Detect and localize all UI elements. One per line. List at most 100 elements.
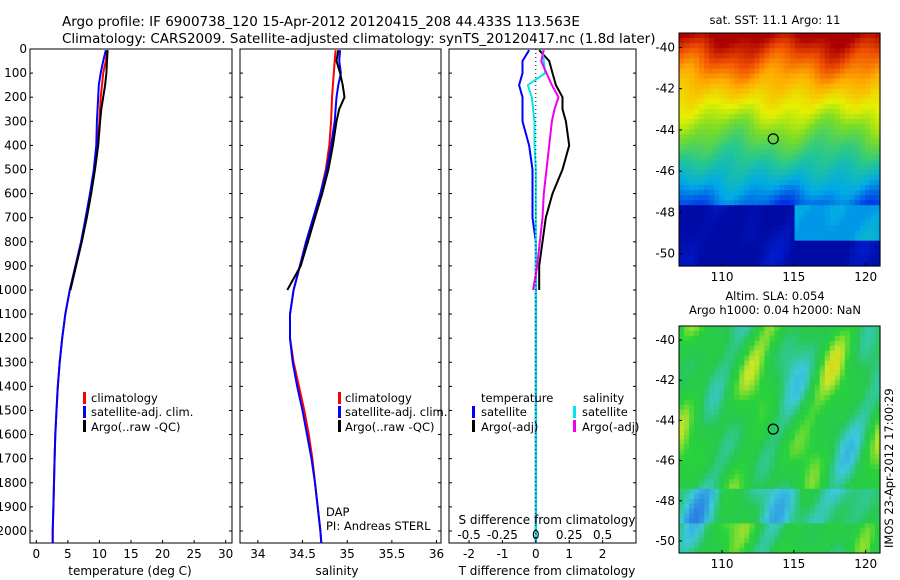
heatmap-cell [724, 414, 730, 421]
heatmap-cell [744, 474, 750, 480]
heatmap-cell [809, 119, 816, 125]
heatmap-cell [869, 404, 876, 411]
heatmap-cell [874, 184, 881, 191]
heatmap-cell [784, 439, 791, 446]
heatmap-cell [804, 493, 811, 500]
x-tick-label: 15 [123, 547, 138, 561]
salinity-legend: climatology satellite-adj. clim. Argo(..… [338, 391, 447, 434]
heatmap-cell [719, 395, 725, 401]
heatmap-cell [724, 330, 730, 337]
heatmap-cell [844, 195, 851, 201]
heatmap-cell [869, 169, 876, 176]
heatmap-cell [854, 108, 861, 115]
heatmap-cell [859, 68, 866, 75]
heatmap-cell [769, 68, 776, 75]
heatmap-cell [694, 424, 700, 431]
heatmap-cell [699, 124, 705, 130]
heatmap-cell [869, 513, 876, 520]
heatmap-cell [849, 108, 856, 115]
heatmap-cell [694, 154, 700, 161]
heatmap-cell [809, 419, 816, 426]
heatmap-cell [764, 200, 771, 206]
heatmap-cell [824, 260, 831, 267]
heatmap-cell [854, 365, 861, 372]
heatmap-cell [694, 129, 700, 135]
heatmap-cell [764, 220, 771, 227]
heatmap-cell [809, 83, 816, 90]
heatmap-cell [719, 464, 725, 470]
heatmap-cell [829, 370, 836, 376]
heatmap-cell [699, 235, 705, 242]
heatmap-cell [864, 235, 871, 242]
heatmap-cell [854, 220, 861, 227]
heatmap-cell [779, 459, 786, 465]
heatmap-cell [854, 154, 861, 161]
heatmap-cell [704, 250, 710, 257]
heatmap-cell [684, 225, 690, 232]
heatmap-cell [814, 195, 821, 201]
heatmap-cell [699, 518, 705, 524]
heatmap-cell [859, 483, 866, 490]
heatmap-cell [759, 424, 766, 431]
heatmap-cell [814, 395, 821, 401]
heatmap-cell [839, 154, 846, 161]
heatmap-cell [794, 493, 801, 500]
heatmap-cell [774, 184, 781, 191]
heatmap-cell [794, 169, 801, 176]
heatmap-cell [744, 548, 750, 554]
heatmap-cell [734, 144, 740, 151]
heatmap-cell [834, 129, 841, 135]
heatmap-cell [679, 164, 685, 171]
heatmap-cell [719, 68, 725, 75]
heatmap-cell [734, 159, 740, 166]
heatmap-cell [704, 340, 710, 347]
heatmap-cell [874, 195, 881, 201]
heatmap-cell [679, 414, 685, 421]
heatmap-cell [799, 250, 806, 257]
heatmap-cell [739, 124, 745, 130]
heatmap-cell [774, 508, 781, 515]
heatmap-cell [839, 409, 846, 416]
heatmap-cell [859, 474, 866, 480]
heatmap-cell [694, 508, 700, 515]
heatmap-cell [844, 365, 851, 372]
heatmap-cell [839, 385, 846, 391]
heatmap-cell [679, 78, 685, 85]
heatmap-cell [799, 83, 806, 90]
heatmap-cell [874, 493, 881, 500]
heatmap-cell [784, 164, 791, 171]
heatmap-cell [814, 114, 821, 120]
legend-satellite: satellite-adj. clim. [91, 405, 193, 419]
heatmap-cell [754, 404, 761, 411]
heatmap-cell [834, 365, 841, 372]
heatmap-cell [729, 63, 735, 70]
heatmap-cell [704, 360, 710, 367]
heatmap-cell [754, 523, 761, 529]
heatmap-cell [714, 350, 720, 357]
heatmap-cell [809, 503, 816, 510]
heatmap-cell [829, 119, 836, 125]
heatmap-cell [754, 419, 761, 426]
heatmap-cell [874, 149, 881, 156]
heatmap-cell [689, 370, 695, 376]
heatmap-cell [714, 488, 720, 495]
heatmap-cell [724, 220, 730, 227]
heatmap-cell [774, 533, 781, 539]
heatmap-cell [724, 409, 730, 416]
heatmap-cell [729, 93, 735, 100]
heatmap-cell [734, 230, 740, 237]
heatmap-cell [754, 38, 761, 44]
heatmap-cell [869, 124, 876, 130]
heatmap-cell [834, 190, 841, 196]
heatmap-cell [864, 190, 871, 196]
heatmap-cell [729, 103, 735, 110]
heatmap-cell [824, 400, 831, 406]
heatmap-cell [839, 210, 846, 216]
heatmap-cell [754, 103, 761, 110]
heatmap-cell [779, 464, 786, 470]
heatmap-cell [679, 114, 685, 120]
heatmap-cell [689, 528, 695, 534]
heatmap-cell [844, 63, 851, 70]
heatmap-cell [749, 424, 755, 431]
heatmap-cell [714, 260, 720, 267]
